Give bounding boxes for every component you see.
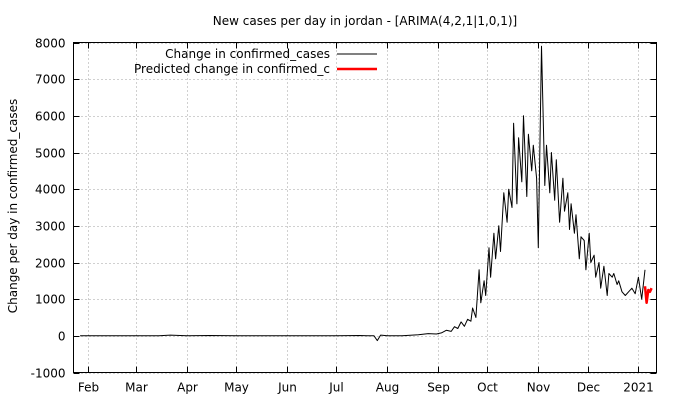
axes: -1000 0 1000 2000 3000 4000 5000 6000 7000 8000 Fe…: [31, 37, 657, 395]
x-tick-label: Nov: [527, 381, 550, 395]
legend-label-predicted: Predicted change in confirmed_c: [134, 62, 330, 76]
x-tick-label: Apr: [177, 381, 198, 395]
y-tick-label: 2000: [35, 257, 66, 271]
y-tick-label: 5000: [35, 147, 66, 161]
grid: [73, 42, 657, 374]
chart-title: New cases per day in jordan - [ARIMA(4,2…: [213, 14, 517, 28]
series-line-actual: [80, 45, 646, 342]
x-tick-label: Jul: [328, 381, 343, 395]
x-tick-label: Mar: [125, 381, 148, 395]
y-tick-label: 1000: [35, 293, 66, 307]
legend: Change in confirmed_cases Predicted chan…: [134, 47, 377, 76]
x-tick-label: Oct: [477, 381, 498, 395]
x-tick-label: Aug: [376, 381, 399, 395]
x-tick-label: Jun: [277, 381, 297, 395]
x-tick-label: Dec: [577, 381, 600, 395]
y-tick-label: 6000: [35, 110, 66, 124]
y-tick-label: 4000: [35, 183, 66, 197]
x-tick-label: 2021: [623, 381, 654, 395]
y-axis-label: Change per day in confirmed_cases: [6, 99, 20, 314]
x-tick-label: Sep: [427, 381, 450, 395]
plot-frame: [73, 42, 657, 373]
y-tick-label: 0: [58, 330, 66, 344]
x-tick-label: May: [224, 381, 249, 395]
legend-label-actual: Change in confirmed_cases: [165, 47, 330, 61]
y-tick-label: 7000: [35, 73, 66, 87]
series-line-predicted: [643, 286, 653, 305]
x-tick-label: Feb: [78, 381, 99, 395]
series: [80, 45, 653, 342]
y-tick-label: 3000: [35, 220, 66, 234]
y-tick-label: 8000: [35, 37, 66, 51]
y-tick-label: -1000: [31, 367, 66, 381]
